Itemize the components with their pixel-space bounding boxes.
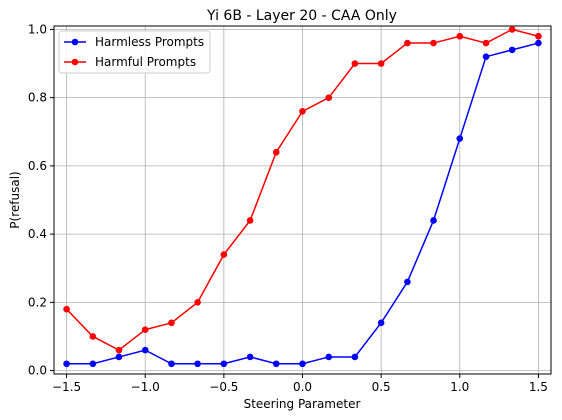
harmful-prompts-point (430, 39, 437, 47)
harmful-prompts-point (325, 94, 333, 101)
harmful-prompts-point (535, 32, 542, 40)
harmful-prompts-point (63, 305, 70, 313)
data-series (63, 26, 542, 368)
harmless-prompts-legend-marker (71, 38, 79, 46)
harmful-prompts-point (115, 346, 123, 354)
x-tick-label: 0.5 (372, 380, 391, 394)
harmless-prompts-point (141, 346, 149, 354)
harmless-prompts-point (535, 39, 542, 47)
x-tick-label: 1.0 (450, 380, 469, 394)
harmful-prompts-legend-label: Harmful Prompts (95, 55, 196, 69)
x-tick-label: 1.5 (529, 380, 548, 394)
harmless-prompts-point (456, 135, 464, 142)
harmful-prompts-legend-marker (71, 58, 79, 66)
harmless-prompts-point (168, 360, 175, 368)
y-tick-label: 0.6 (28, 159, 47, 173)
harmful-prompts-point (482, 39, 490, 47)
chart-title: Yi 6B - Layer 20 - CAA Only (206, 8, 397, 24)
harmful-prompts-point (377, 60, 385, 67)
y-axis-ticks: 0.0 0.2 0.4 0.6 0.8 1.0 (28, 22, 54, 378)
grid (54, 26, 551, 374)
harmful-prompts-point (272, 148, 280, 156)
harmless-prompts-point (482, 53, 490, 61)
harmful-prompts-point (246, 217, 254, 224)
y-tick-label: 0.8 (28, 91, 47, 105)
harmless-prompts-point (377, 319, 385, 327)
harmless-prompts-legend-label: Harmless Prompts (95, 35, 204, 49)
harmless-prompts-point (272, 360, 280, 368)
legend: Harmless Prompts Harmful Prompts (58, 30, 211, 74)
harmful-prompts-point (194, 299, 201, 306)
x-tick-label: 0.0 (293, 380, 312, 394)
y-tick-label: 0.2 (28, 295, 47, 309)
x-axis-label: Steering Parameter (244, 397, 361, 411)
x-axis-ticks: −1.5 −1.0 −0.5 0.0 0.5 1.0 1.5 (52, 374, 548, 394)
y-tick-label: 0.0 (28, 364, 47, 378)
harmful-prompts-point (404, 39, 411, 47)
harmful-prompts-point (168, 319, 175, 327)
harmless-prompts-point (404, 278, 411, 286)
y-axis-label: P(refusal) (8, 171, 22, 228)
harmful-prompts-point (220, 251, 228, 258)
harmful-prompts-point (299, 107, 306, 115)
harmless-prompts-point (194, 360, 201, 368)
harmless-prompts-point (325, 353, 333, 361)
x-tick-label: −1.0 (131, 380, 160, 394)
x-tick-label: −0.5 (209, 380, 238, 394)
harmful-prompts-point (89, 333, 97, 340)
harmless-prompts-point (299, 360, 306, 368)
harmless-prompts-point (508, 46, 516, 54)
harmless-prompts-point (89, 360, 97, 368)
y-tick-label: 0.4 (28, 227, 47, 241)
harmless-prompts-point (246, 353, 254, 361)
x-tick-label: −1.5 (52, 380, 81, 394)
harmless-prompts-point (115, 353, 123, 361)
harmless-prompts-point (351, 353, 359, 361)
harmless-prompts-point (220, 360, 228, 368)
y-tick-label: 1.0 (28, 22, 47, 36)
harmless-prompts-point (63, 360, 70, 368)
harmful-prompts-point (351, 60, 359, 67)
harmful-prompts-point (508, 26, 516, 33)
harmless-prompts-point (430, 217, 437, 224)
harmful-prompts-point (456, 32, 464, 40)
harmful-prompts-point (141, 326, 149, 333)
legend-box (58, 30, 211, 74)
